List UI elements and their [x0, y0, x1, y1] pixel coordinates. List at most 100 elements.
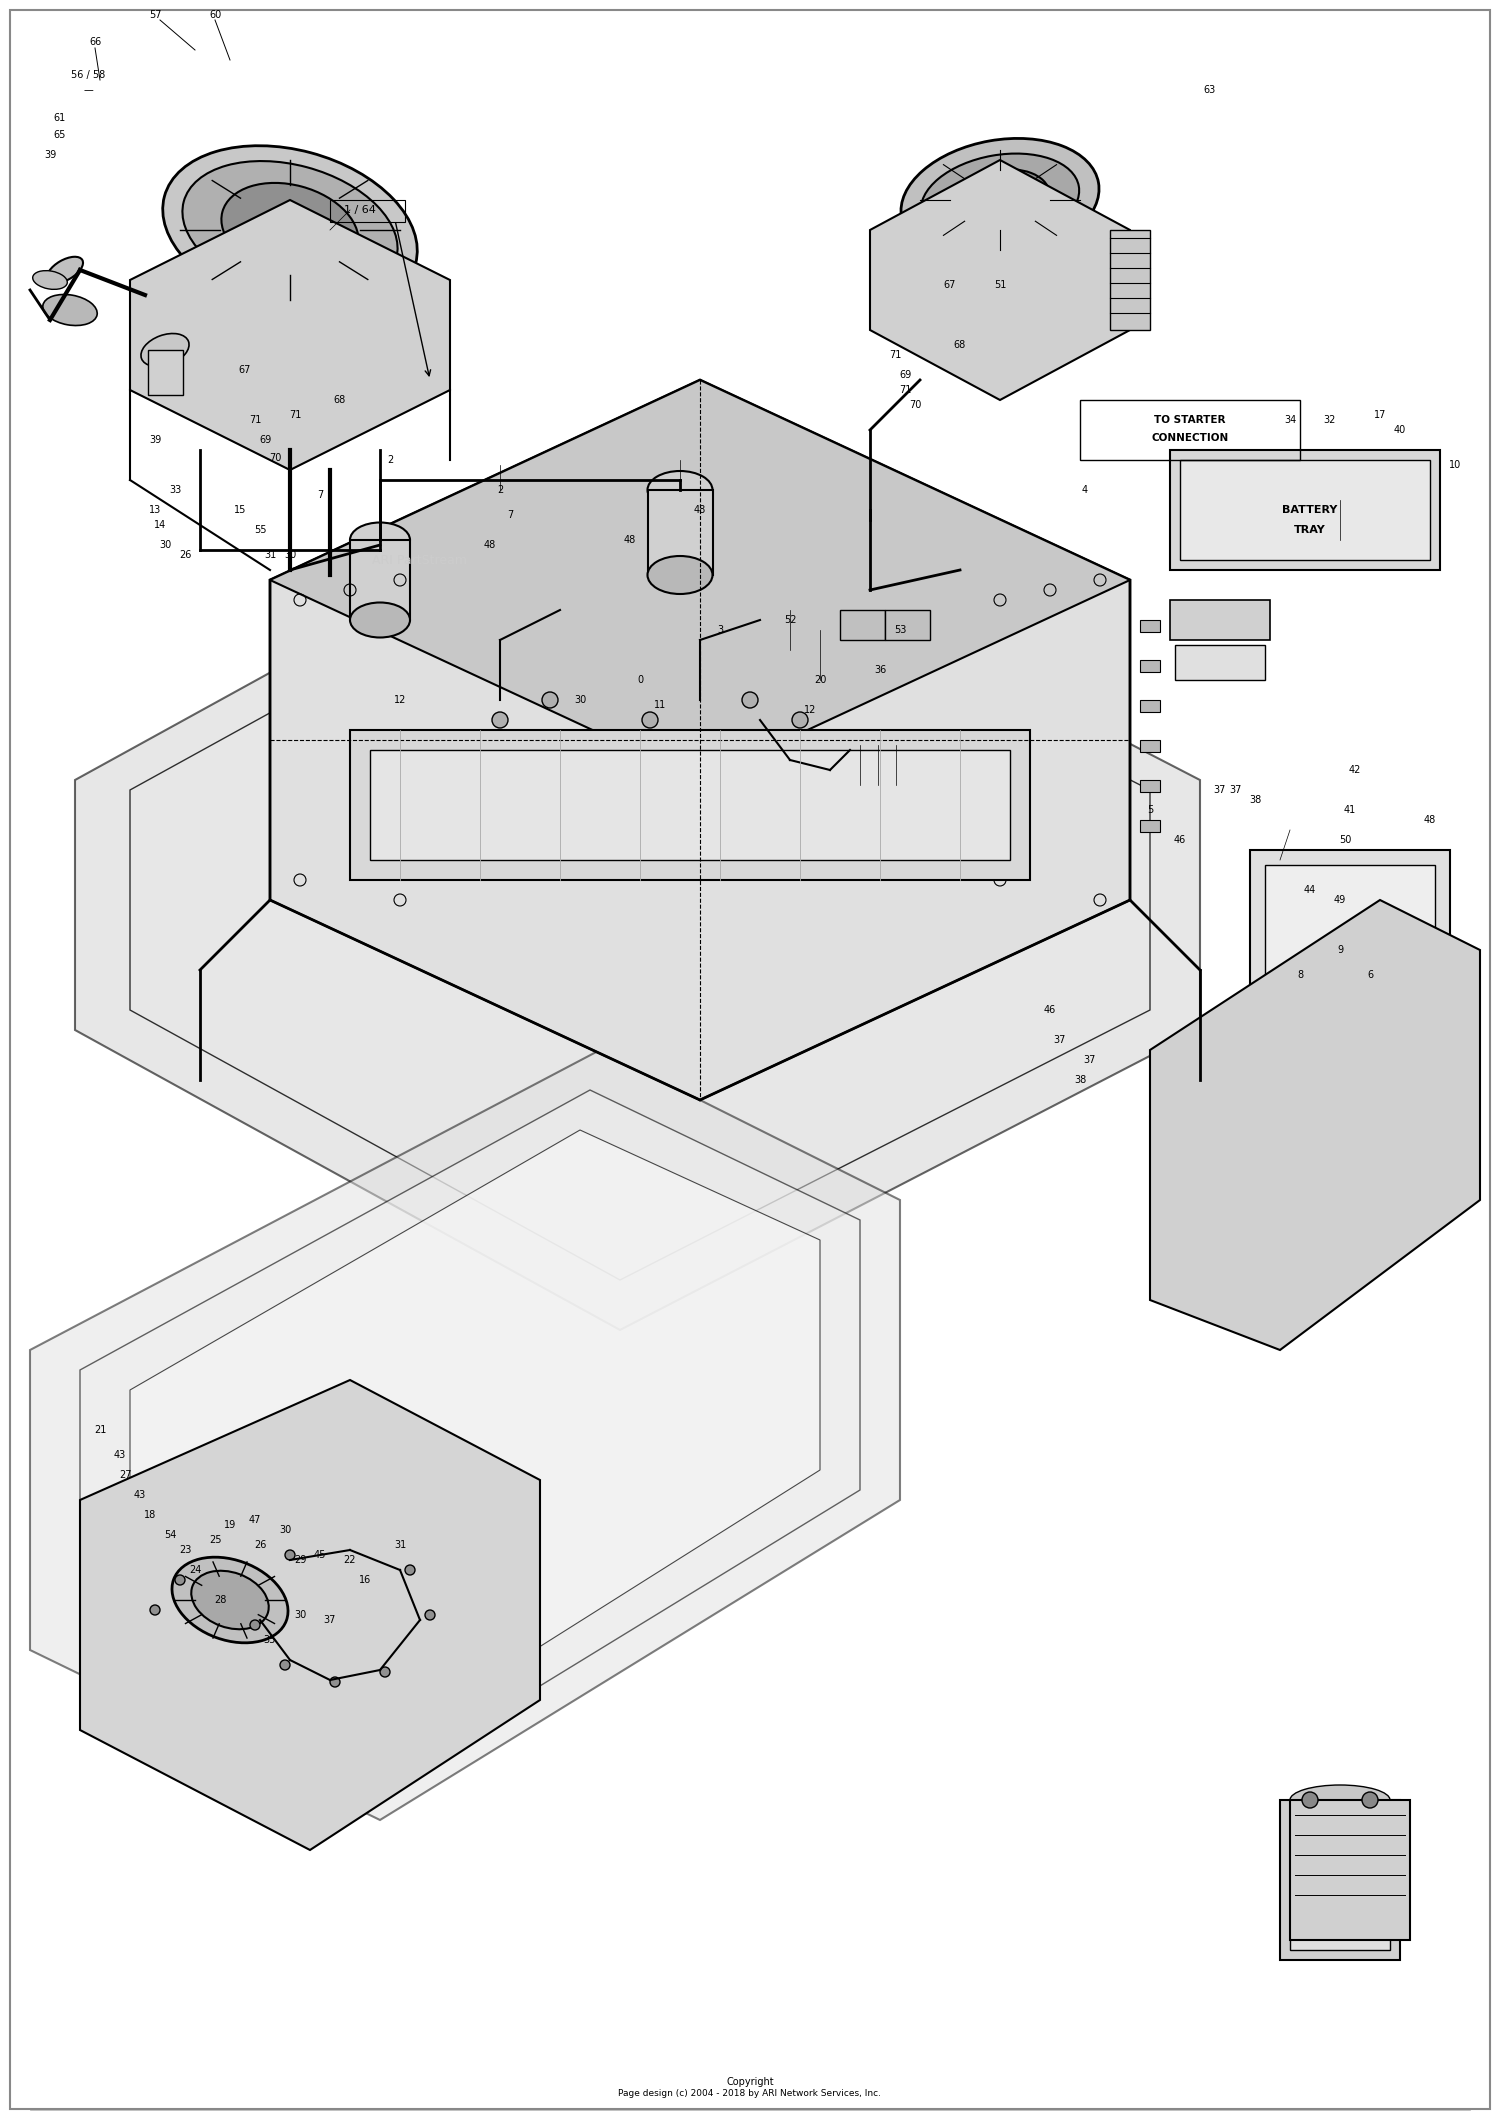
- Ellipse shape: [172, 1557, 288, 1642]
- Ellipse shape: [44, 295, 98, 326]
- Text: 24: 24: [189, 1566, 201, 1574]
- Text: Page design (c) 2004 - 2018 by ARI Network Services, Inc.: Page design (c) 2004 - 2018 by ARI Netwo…: [618, 2089, 882, 2098]
- Text: 67: 67: [238, 364, 250, 375]
- Text: 67: 67: [944, 280, 956, 290]
- Circle shape: [892, 771, 908, 788]
- Text: 38: 38: [1250, 795, 1262, 805]
- Text: 48: 48: [484, 540, 496, 551]
- Text: 27: 27: [118, 1471, 132, 1479]
- Text: 43: 43: [114, 1449, 126, 1460]
- Text: 23: 23: [178, 1545, 190, 1555]
- Polygon shape: [130, 1129, 821, 1761]
- Text: 37: 37: [1214, 784, 1225, 795]
- Text: 29: 29: [294, 1555, 306, 1566]
- Polygon shape: [80, 1379, 540, 1850]
- Bar: [648, 489, 712, 574]
- Circle shape: [176, 1574, 184, 1585]
- Bar: [1110, 231, 1150, 331]
- Polygon shape: [130, 199, 450, 470]
- Bar: [350, 731, 1030, 879]
- Text: 30: 30: [574, 695, 586, 706]
- Text: 28: 28: [214, 1596, 226, 1604]
- Text: 63: 63: [1204, 85, 1216, 95]
- Ellipse shape: [648, 555, 712, 593]
- Bar: [840, 610, 885, 640]
- Text: 1 / 64: 1 / 64: [344, 206, 376, 214]
- Text: 71: 71: [898, 386, 910, 394]
- Text: 61: 61: [54, 112, 66, 123]
- Circle shape: [536, 756, 544, 765]
- Text: 2: 2: [496, 485, 502, 496]
- Text: 19: 19: [224, 1519, 236, 1530]
- Ellipse shape: [46, 256, 82, 284]
- Polygon shape: [870, 161, 1130, 400]
- Ellipse shape: [951, 170, 1050, 231]
- Text: 7: 7: [507, 511, 513, 519]
- Bar: [1170, 600, 1270, 640]
- Polygon shape: [80, 1089, 859, 1791]
- Bar: [1140, 621, 1160, 631]
- Circle shape: [405, 1566, 416, 1574]
- Text: 11: 11: [654, 699, 666, 710]
- Ellipse shape: [350, 602, 410, 638]
- Text: 71: 71: [890, 350, 902, 360]
- Text: 71: 71: [290, 409, 302, 420]
- Circle shape: [656, 756, 664, 765]
- Bar: [1140, 699, 1160, 712]
- Text: TRAY: TRAY: [1294, 526, 1326, 534]
- Circle shape: [424, 1610, 435, 1621]
- Bar: [1280, 1799, 1400, 1960]
- Text: 9: 9: [1336, 945, 1342, 956]
- Text: 0: 0: [638, 676, 644, 684]
- Text: 42: 42: [1348, 765, 1360, 776]
- Text: 48: 48: [1424, 816, 1436, 824]
- Text: 30: 30: [294, 1610, 306, 1621]
- Polygon shape: [75, 481, 1200, 1331]
- Text: 16: 16: [358, 1574, 370, 1585]
- Text: 10: 10: [1449, 460, 1461, 470]
- Bar: [148, 350, 183, 394]
- Ellipse shape: [222, 182, 358, 278]
- Circle shape: [542, 693, 558, 708]
- Ellipse shape: [648, 470, 712, 509]
- Bar: [350, 540, 410, 621]
- Circle shape: [776, 756, 784, 765]
- Circle shape: [492, 712, 508, 729]
- Circle shape: [1302, 1793, 1318, 1808]
- Bar: [1264, 865, 1436, 1185]
- Ellipse shape: [921, 153, 1078, 246]
- Bar: [1140, 659, 1160, 672]
- Circle shape: [1362, 1793, 1378, 1808]
- Text: 12: 12: [804, 706, 816, 714]
- Bar: [1140, 820, 1160, 833]
- Text: 20: 20: [815, 676, 827, 684]
- Bar: [1174, 644, 1264, 680]
- Ellipse shape: [1290, 1784, 1390, 1816]
- Circle shape: [280, 1659, 290, 1670]
- Text: 21: 21: [94, 1424, 106, 1435]
- Text: 65: 65: [54, 129, 66, 140]
- Text: 39: 39: [44, 150, 55, 161]
- Polygon shape: [1150, 901, 1480, 1350]
- Text: 36: 36: [874, 665, 886, 676]
- Circle shape: [150, 1604, 160, 1615]
- Text: 26: 26: [254, 1541, 266, 1549]
- Bar: [1140, 740, 1160, 752]
- Text: 2: 2: [387, 456, 393, 464]
- Circle shape: [716, 756, 724, 765]
- Text: 6: 6: [1366, 971, 1372, 979]
- Ellipse shape: [192, 1570, 268, 1630]
- Text: 43: 43: [134, 1490, 146, 1500]
- Text: 49: 49: [1334, 894, 1346, 905]
- Ellipse shape: [33, 271, 68, 290]
- Bar: [855, 746, 915, 784]
- Text: 47: 47: [249, 1515, 261, 1526]
- Text: 70: 70: [268, 453, 280, 462]
- Ellipse shape: [141, 333, 189, 367]
- Text: 44: 44: [1304, 886, 1316, 894]
- Text: 50: 50: [1340, 835, 1352, 845]
- Text: 52: 52: [783, 615, 796, 625]
- Text: 71: 71: [249, 415, 261, 426]
- Circle shape: [596, 756, 604, 765]
- Text: 37: 37: [1084, 1055, 1096, 1066]
